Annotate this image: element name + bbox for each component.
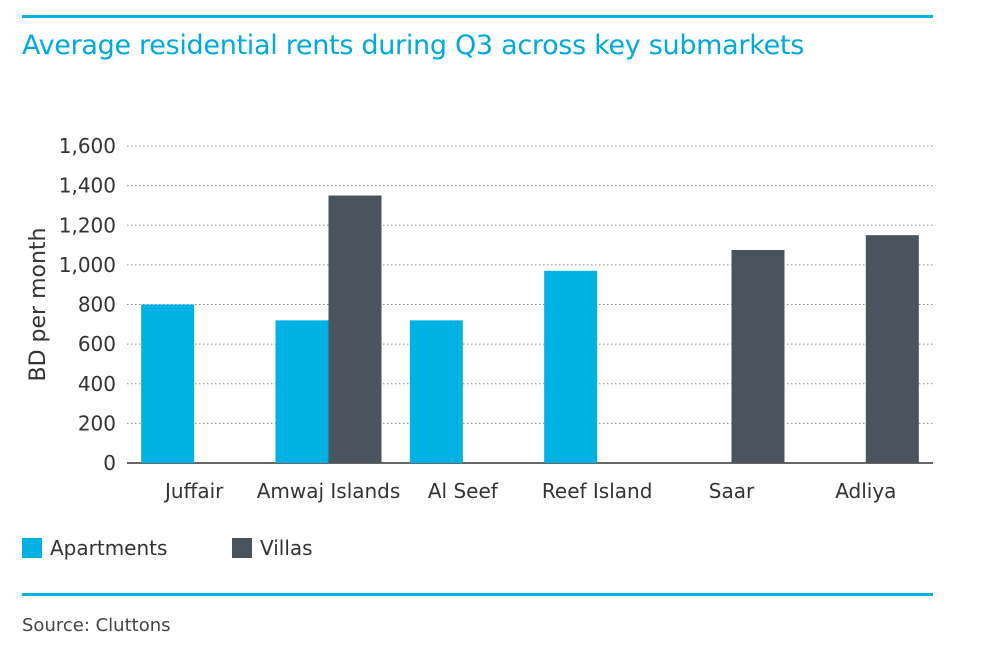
bar-apartments [544,270,598,463]
bar-villas [731,250,785,463]
x-tick-label: Amwaj Islands [257,479,401,503]
x-tick-label: Al Seef [428,479,499,503]
bar-apartments [409,320,463,463]
chart-title: Average residential rents during Q3 acro… [22,30,804,61]
y-tick-label: 600 [78,332,116,356]
bar-apartments [141,304,195,463]
y-tick-label: 1,000 [59,253,116,277]
apartments-swatch [22,538,42,558]
y-tick-label: 0 [103,451,116,475]
legend-item-villas: Villas [232,536,313,560]
x-tick-label: Reef Island [542,479,653,503]
y-axis-label: BD per month [26,228,51,382]
y-tick-label: 1,400 [59,174,116,198]
y-tick-label: 400 [78,372,116,396]
y-tick-label: 1,600 [59,134,116,158]
villas-swatch [232,538,252,558]
top-accent-rule [22,15,933,18]
x-tick-label: Saar [709,479,755,503]
y-tick-label: 1,200 [59,213,116,237]
legend-label-apartments: Apartments [50,536,168,560]
legend-label-villas: Villas [260,536,313,560]
y-tick-label: 800 [78,293,116,317]
bar-villas [328,195,382,463]
x-tick-label: Adliya [835,479,896,503]
x-tick-label: Juffair [163,479,224,503]
bottom-accent-rule [22,593,933,596]
bar-villas [865,235,919,463]
bar-apartments [275,320,329,463]
source-note: Source: Cluttons [22,615,171,636]
y-tick-label: 200 [78,411,116,435]
legend-item-apartments: Apartments [22,536,167,560]
